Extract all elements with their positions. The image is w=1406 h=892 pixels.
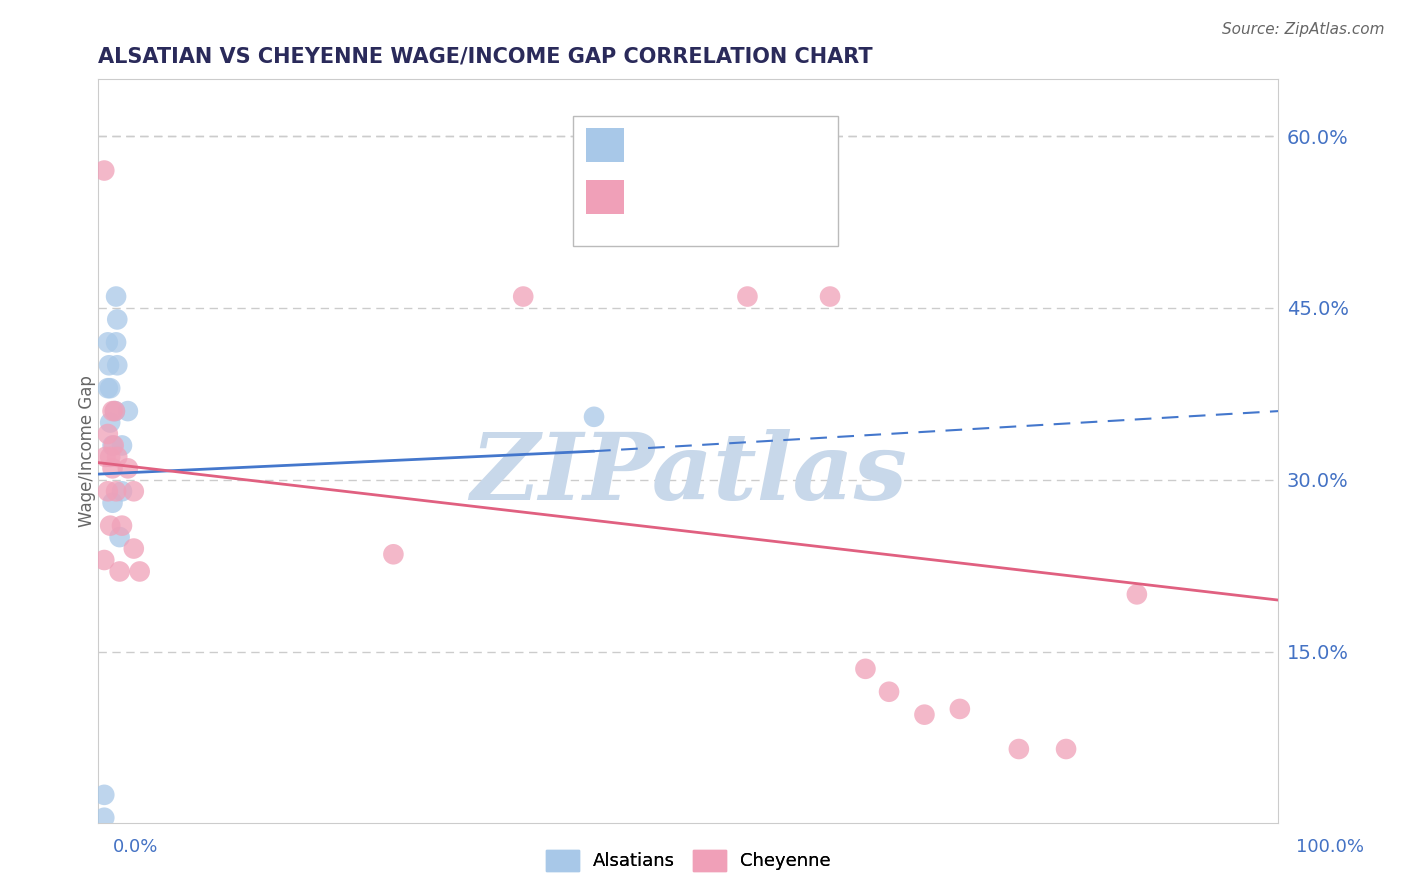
Point <box>855 662 877 676</box>
Text: 0.0%: 0.0% <box>112 838 157 855</box>
Point <box>582 409 605 424</box>
Point <box>97 484 120 499</box>
Text: N = 30: N = 30 <box>751 186 830 206</box>
Point <box>105 335 128 350</box>
FancyBboxPatch shape <box>586 180 623 214</box>
Point <box>105 312 128 326</box>
FancyBboxPatch shape <box>572 116 838 246</box>
Point <box>512 289 534 303</box>
Point <box>1126 587 1149 601</box>
Point <box>111 484 134 499</box>
Text: Source: ZipAtlas.com: Source: ZipAtlas.com <box>1222 22 1385 37</box>
Point <box>94 450 117 464</box>
Point <box>98 381 121 395</box>
Point <box>108 530 131 544</box>
FancyBboxPatch shape <box>586 128 623 162</box>
Point <box>97 427 120 442</box>
Point <box>105 484 128 499</box>
Point <box>382 547 405 561</box>
Text: ALSATIAN VS CHEYENNE WAGE/INCOME GAP CORRELATION CHART: ALSATIAN VS CHEYENNE WAGE/INCOME GAP COR… <box>98 46 873 66</box>
Point <box>98 416 121 430</box>
Text: R = 0.027: R = 0.027 <box>633 134 738 153</box>
Point <box>877 684 900 698</box>
Point <box>108 565 131 579</box>
Point <box>97 335 120 350</box>
Point <box>98 450 121 464</box>
Point <box>122 484 145 499</box>
Point <box>105 358 128 372</box>
Point <box>104 404 127 418</box>
Point <box>104 404 127 418</box>
Point <box>1008 742 1031 756</box>
Text: 100.0%: 100.0% <box>1296 838 1364 855</box>
Y-axis label: Wage/Income Gap: Wage/Income Gap <box>79 376 96 527</box>
Point <box>1054 742 1077 756</box>
Point <box>105 450 128 464</box>
Point <box>101 404 124 418</box>
Legend: Alsatians, Cheyenne: Alsatians, Cheyenne <box>538 842 838 878</box>
Point <box>93 163 115 178</box>
Point <box>105 289 128 303</box>
Point <box>101 461 124 475</box>
Point <box>93 811 115 825</box>
Point <box>93 553 115 567</box>
Point <box>111 438 134 452</box>
Point <box>103 438 125 452</box>
Point <box>122 541 145 556</box>
Point <box>949 702 972 716</box>
Point <box>98 518 121 533</box>
Point <box>128 565 150 579</box>
Point <box>111 518 134 533</box>
Point <box>818 289 841 303</box>
Text: ZIPatlas: ZIPatlas <box>470 428 907 518</box>
Point <box>914 707 936 722</box>
Point <box>101 438 124 452</box>
Point <box>101 496 124 510</box>
Point <box>93 788 115 802</box>
Point <box>97 381 120 395</box>
Point <box>98 358 121 372</box>
Point <box>117 404 139 418</box>
Text: R = -0.213: R = -0.213 <box>633 186 745 206</box>
Text: N = 19: N = 19 <box>751 134 830 153</box>
Point <box>117 461 139 475</box>
Point <box>737 289 759 303</box>
